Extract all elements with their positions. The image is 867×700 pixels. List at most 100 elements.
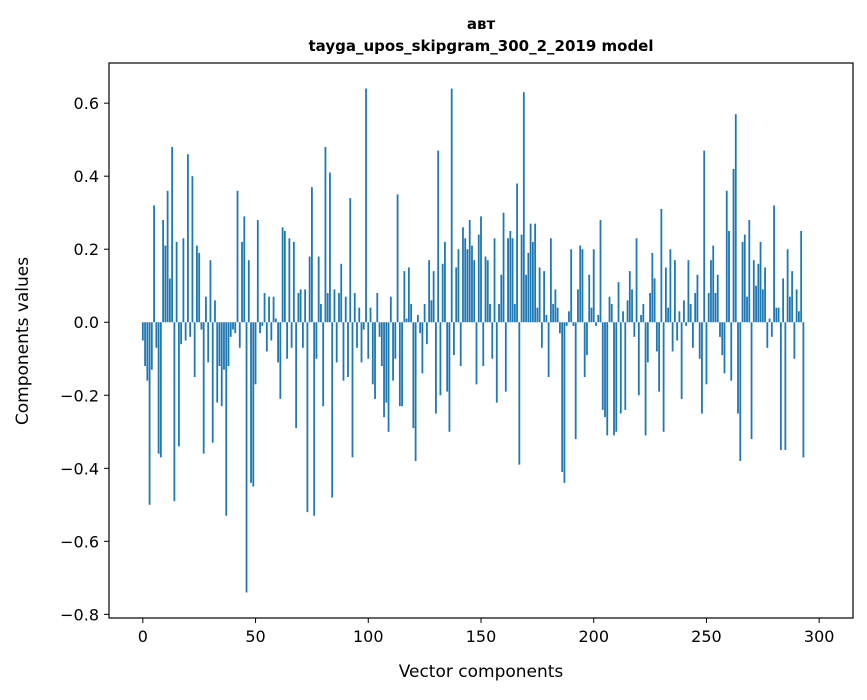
bar <box>313 322 316 516</box>
bar <box>696 274 699 323</box>
bar <box>247 260 250 323</box>
bar <box>362 322 365 330</box>
chart-title: авт <box>467 15 496 33</box>
bar <box>453 322 455 356</box>
bar <box>315 322 318 359</box>
x-axis-label: Vector components <box>399 662 564 682</box>
bar <box>263 293 266 323</box>
y-tick-label: −0.4 <box>60 459 99 478</box>
bar <box>270 322 273 341</box>
bar <box>245 322 248 593</box>
bar <box>624 322 627 410</box>
bar <box>525 274 527 323</box>
bar <box>495 322 498 403</box>
bar <box>292 241 295 323</box>
x-tick-label: 0 <box>138 627 148 646</box>
bar <box>243 216 246 323</box>
bar <box>446 322 449 392</box>
bar <box>583 322 586 378</box>
bar <box>480 216 482 323</box>
bar <box>540 322 543 348</box>
bar <box>439 322 442 396</box>
bar <box>714 293 717 323</box>
bar <box>653 278 656 323</box>
bar <box>579 245 582 323</box>
bar <box>457 249 460 323</box>
bar <box>513 303 516 323</box>
bar <box>613 322 615 436</box>
bar <box>214 300 216 323</box>
bar <box>295 322 298 429</box>
bar <box>619 322 622 414</box>
x-tick-label: 300 <box>804 627 835 646</box>
bar <box>502 212 505 323</box>
bar <box>311 187 313 323</box>
bar <box>288 238 291 323</box>
bar <box>466 249 469 323</box>
x-axis-ticks: 0 50 100 150 200 250 300 <box>138 618 835 646</box>
bar <box>626 300 629 323</box>
bar <box>475 322 478 385</box>
bar <box>484 256 487 323</box>
bar <box>376 293 379 323</box>
bar <box>651 252 654 323</box>
bar <box>342 322 345 381</box>
bar <box>380 322 383 367</box>
bar <box>218 322 221 367</box>
bar <box>687 260 690 323</box>
bar <box>793 322 796 359</box>
bar <box>398 322 401 407</box>
bar <box>673 260 676 323</box>
bar <box>775 307 778 323</box>
bar <box>166 190 169 323</box>
bar <box>800 230 803 323</box>
bar <box>259 322 261 334</box>
bar <box>707 293 710 323</box>
bar <box>631 289 633 323</box>
bar <box>779 322 782 451</box>
y-tick-label: 0.2 <box>74 240 99 259</box>
bar <box>739 322 742 461</box>
bar <box>223 322 225 370</box>
bar <box>340 263 343 323</box>
chart-subtitle: tayga_upos_skipgram_300_2_2019 model <box>309 37 654 55</box>
bar <box>644 322 647 436</box>
bar <box>171 146 174 323</box>
bar <box>173 322 176 502</box>
bar <box>141 322 144 341</box>
bar <box>642 303 645 323</box>
bar <box>556 307 559 323</box>
bar <box>723 322 726 374</box>
bar <box>299 289 302 323</box>
bar <box>773 205 775 323</box>
bar <box>516 183 518 323</box>
bar <box>734 114 737 323</box>
bar <box>592 249 595 323</box>
bar <box>155 322 158 348</box>
bar <box>622 311 624 323</box>
x-tick-label: 250 <box>691 627 722 646</box>
bar <box>383 322 385 418</box>
bar <box>333 289 336 323</box>
bar <box>669 249 672 323</box>
bar <box>599 220 602 323</box>
bar <box>301 322 304 348</box>
bar <box>392 322 394 381</box>
bar <box>200 322 203 330</box>
bar <box>732 168 735 323</box>
bar <box>561 322 564 472</box>
bar <box>459 322 462 367</box>
bar <box>416 314 419 323</box>
bar <box>385 322 388 403</box>
bar <box>189 322 192 337</box>
bar <box>606 322 609 436</box>
bar <box>464 238 467 323</box>
bar <box>554 289 557 323</box>
bar <box>701 322 703 414</box>
bar <box>705 322 708 385</box>
bar <box>369 307 372 323</box>
bar <box>349 198 352 323</box>
bar <box>281 227 284 323</box>
